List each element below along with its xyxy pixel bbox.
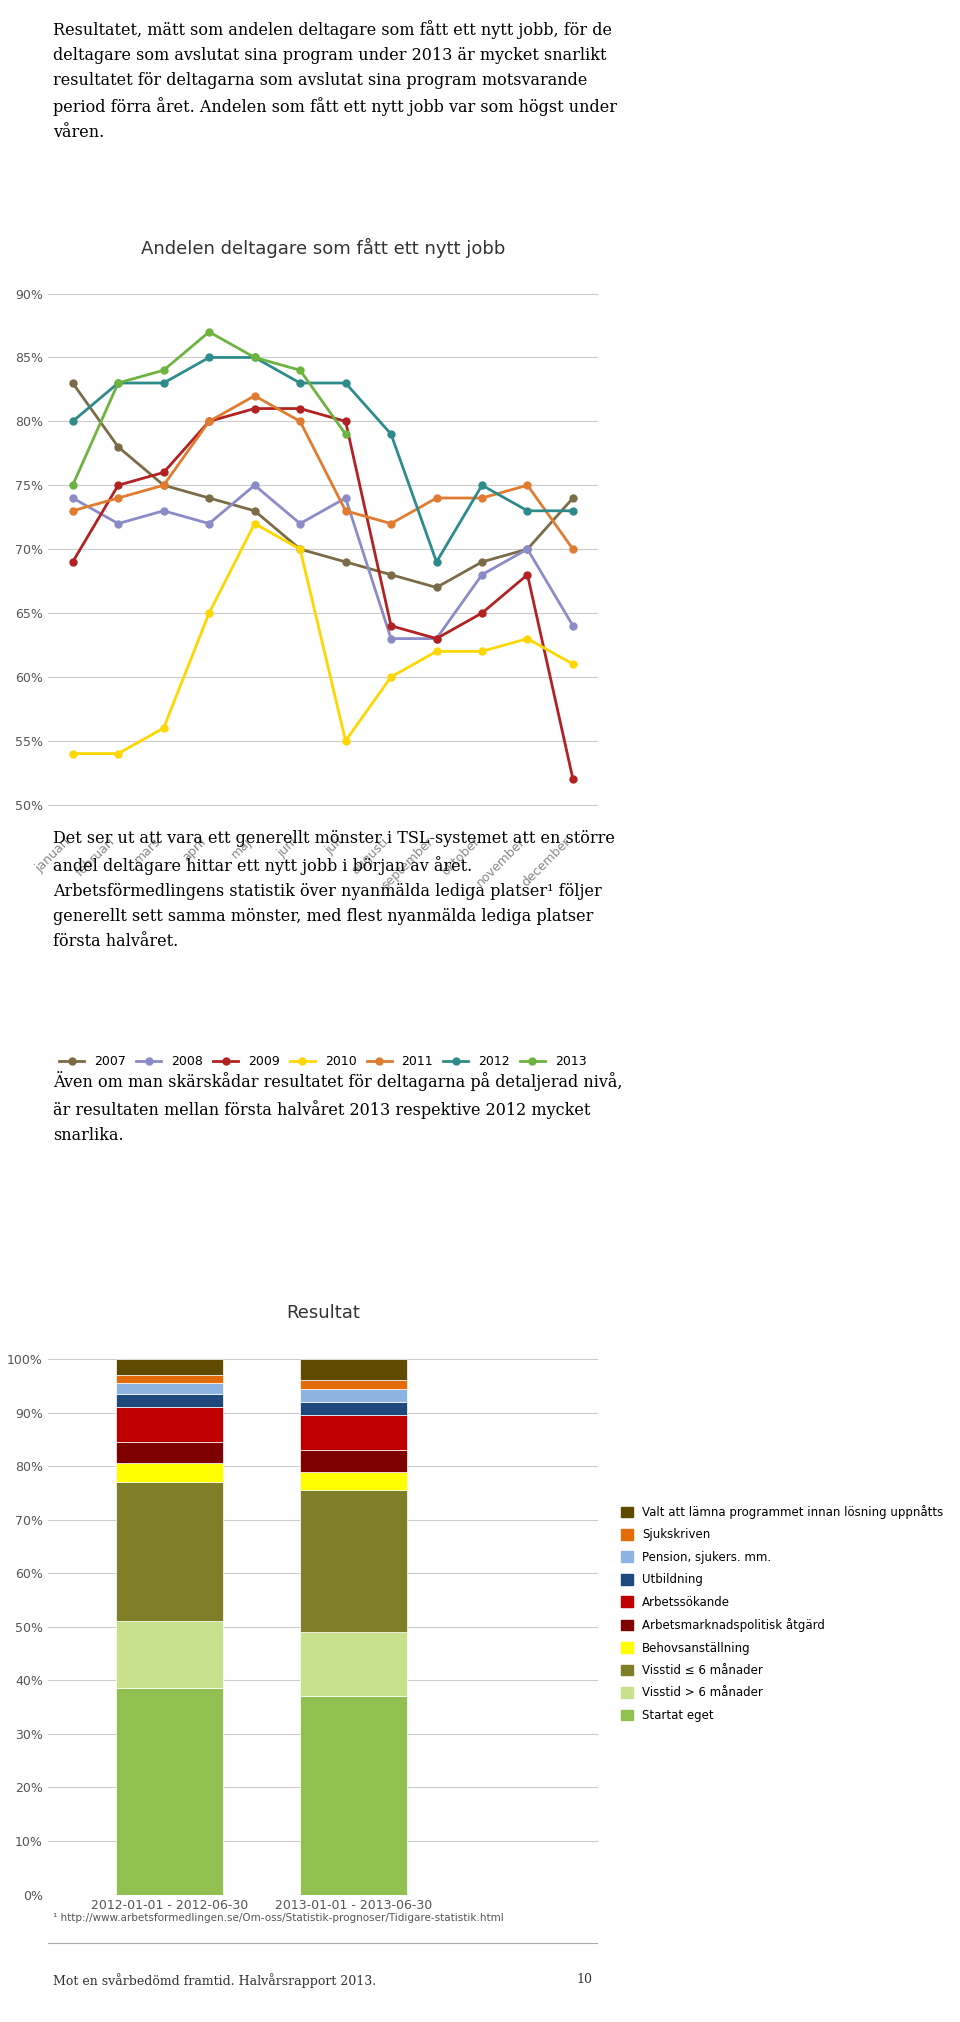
Bar xyxy=(300,1472,407,1490)
Bar xyxy=(300,1490,407,1632)
Bar xyxy=(300,1632,407,1696)
Bar xyxy=(300,1450,407,1472)
Bar xyxy=(300,1381,407,1389)
Text: Resultatet, mätt som andelen deltagare som fått ett nytt jobb, för de
deltagare : Resultatet, mätt som andelen deltagare s… xyxy=(53,20,617,142)
Text: Mot en svårbedömd framtid. Halvårsrapport 2013.: Mot en svårbedömd framtid. Halvårsrappor… xyxy=(53,1973,376,1988)
Bar xyxy=(116,1442,224,1464)
Bar xyxy=(300,1359,407,1381)
Bar xyxy=(116,1393,224,1407)
Bar xyxy=(116,1383,224,1393)
Text: Även om man skärskådar resultatet för deltagarna på detaljerad nivå,
är resultat: Även om man skärskådar resultatet för de… xyxy=(53,1072,623,1144)
Bar xyxy=(116,1482,224,1622)
Legend: Valt att lämna programmet innan lösning uppnåtts, Sjukskriven, Pension, sjukers.: Valt att lämna programmet innan lösning … xyxy=(614,1498,949,1729)
Text: 10: 10 xyxy=(576,1973,592,1986)
Text: Det ser ut att vara ett generellt mönster i TSL-systemet att en större
andel del: Det ser ut att vara ett generellt mönste… xyxy=(53,831,615,950)
Bar xyxy=(300,1389,407,1401)
Title: Andelen deltagare som fått ett nytt jobb: Andelen deltagare som fått ett nytt jobb xyxy=(140,239,505,259)
Bar xyxy=(300,1696,407,1895)
Title: Resultat: Resultat xyxy=(286,1304,360,1322)
Bar xyxy=(116,1407,224,1442)
Bar xyxy=(300,1401,407,1415)
Bar xyxy=(116,1359,224,1375)
Text: ¹ http://www.arbetsformedlingen.se/Om-oss/Statistik-prognoser/Tidigare-statistik: ¹ http://www.arbetsformedlingen.se/Om-os… xyxy=(53,1913,504,1923)
Bar xyxy=(116,1375,224,1383)
Bar xyxy=(300,1415,407,1450)
Bar xyxy=(116,1688,224,1895)
Bar xyxy=(116,1464,224,1482)
Bar xyxy=(116,1622,224,1688)
Legend: 2007, 2008, 2009, 2010, 2011, 2012, 2013: 2007, 2008, 2009, 2010, 2011, 2012, 2013 xyxy=(55,1049,591,1074)
